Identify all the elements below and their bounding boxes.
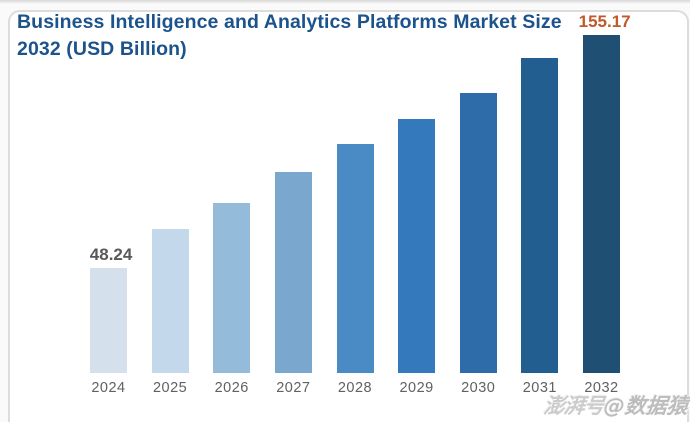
- bar-column: 2024 48.24: [90, 35, 133, 396]
- x-axis-tick-label: 2026: [214, 380, 249, 396]
- x-axis-tick-label: 2031: [522, 380, 558, 396]
- bar: [90, 268, 127, 373]
- x-axis-tick-label: 2029: [399, 380, 434, 396]
- watermark: 澎湃号@数据猿: [542, 390, 690, 420]
- bar: [336, 144, 374, 373]
- bar-column: 2026: [213, 35, 251, 396]
- bar: [521, 58, 559, 373]
- bar-column: 2030: [459, 35, 497, 396]
- bar: [583, 35, 620, 373]
- bar-column: 2027: [274, 35, 312, 396]
- chart-title-line1: Business Intelligence and Analytics Plat…: [17, 11, 562, 33]
- x-axis-tick-label: 2025: [152, 380, 188, 396]
- chart-title-line2: 2032 (USD Billion): [17, 38, 187, 60]
- bar-chart: 2024 48.24 2025 2026 2027 2028 2029 2030 2031 203…: [90, 12, 631, 396]
- top-edge-strip: [0, 0, 690, 4]
- chart-title: Business Intelligence and Analytics Plat…: [17, 9, 676, 63]
- bar: [398, 119, 436, 373]
- bar-column: 2028: [336, 35, 374, 396]
- x-axis-tick-label: 2030: [461, 380, 496, 396]
- x-axis-tick-label: 2027: [276, 380, 311, 396]
- bar-data-label: 155.17: [578, 12, 631, 31]
- watermark-handle: @数据猿: [602, 394, 690, 418]
- bar-column: 2032 155.17: [579, 12, 631, 396]
- x-axis-tick-label: 2032: [584, 380, 619, 396]
- bar-data-label: 48.24: [89, 245, 133, 264]
- bar: [459, 93, 497, 373]
- bar-column: 2029: [398, 35, 436, 396]
- bar-column: 2025: [151, 35, 189, 396]
- bar: [213, 203, 251, 373]
- x-axis-tick-label: 2024: [91, 380, 126, 396]
- watermark-prefix: 澎湃号: [542, 394, 606, 418]
- x-axis-tick-label: 2028: [337, 380, 373, 396]
- bar: [151, 229, 189, 373]
- bar: [274, 172, 312, 373]
- bar-column: 2031: [521, 35, 559, 396]
